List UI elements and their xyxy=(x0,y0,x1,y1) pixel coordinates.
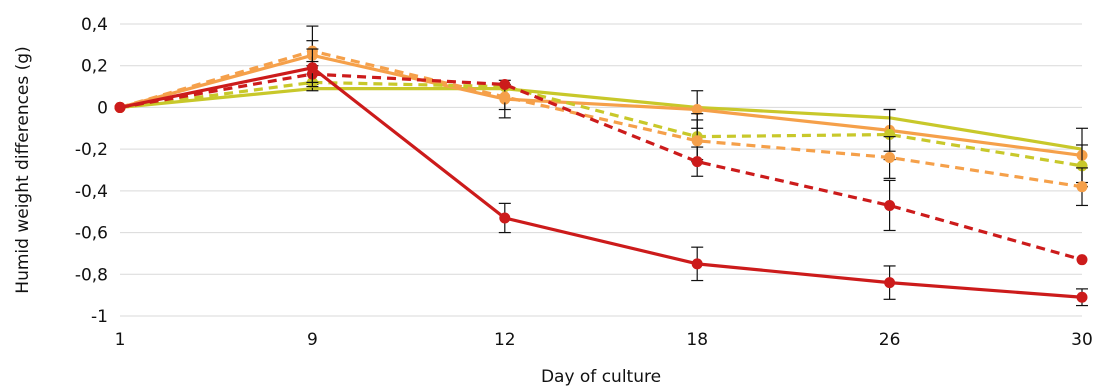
y-tick-label: -0,6 xyxy=(75,224,108,244)
data-point xyxy=(691,258,703,270)
data-point xyxy=(499,91,511,103)
y-tick-label: -0,4 xyxy=(75,182,108,202)
data-point xyxy=(691,135,703,147)
data-point xyxy=(884,129,896,141)
data-point xyxy=(1076,181,1088,193)
data-point xyxy=(499,78,511,90)
series-4 xyxy=(114,40,1088,207)
series-line xyxy=(119,49,1083,189)
series-3 xyxy=(114,73,1088,188)
series-2 xyxy=(114,25,1088,184)
data-point xyxy=(1076,291,1088,303)
x-axis-title: Day of culture xyxy=(541,367,661,387)
series-line xyxy=(119,80,1083,168)
series-1 xyxy=(119,87,1083,151)
data-point xyxy=(691,156,703,168)
x-tick-label: 12 xyxy=(494,330,516,350)
series-line xyxy=(119,53,1083,157)
data-point xyxy=(1076,254,1088,266)
y-axis-title: Humid weight differences (g) xyxy=(13,46,33,293)
gridlines xyxy=(120,23,1082,317)
data-point xyxy=(114,101,126,113)
series-line xyxy=(119,66,1083,299)
data-point xyxy=(884,277,896,289)
x-axis-ticks: 1 9 12 18 26 30 xyxy=(115,330,1093,350)
series-6 xyxy=(114,48,1088,307)
y-tick-label: -1 xyxy=(91,307,108,327)
data-point xyxy=(1076,160,1088,172)
y-tick-label: -0,2 xyxy=(75,140,108,160)
y-tick-label: 0,4 xyxy=(81,15,108,35)
data-point xyxy=(884,199,896,211)
series-line xyxy=(119,87,1083,151)
y-axis-ticks: 0,4 0,2 0 -0,2 -0,4 -0,6 -0,8 -1 xyxy=(75,15,108,327)
x-tick-label: 26 xyxy=(879,330,901,350)
data-point xyxy=(499,212,511,224)
series-group xyxy=(114,25,1088,307)
series-line xyxy=(119,72,1083,262)
x-tick-label: 30 xyxy=(1071,330,1093,350)
data-point xyxy=(306,62,318,74)
y-tick-label: 0 xyxy=(97,98,108,118)
y-tick-label: 0,2 xyxy=(81,57,108,77)
y-tick-label: -0,8 xyxy=(75,265,108,285)
x-tick-label: 18 xyxy=(686,330,708,350)
data-point xyxy=(691,104,703,116)
x-tick-label: 9 xyxy=(307,330,318,350)
data-point xyxy=(884,151,896,163)
x-tick-label: 1 xyxy=(115,330,126,350)
